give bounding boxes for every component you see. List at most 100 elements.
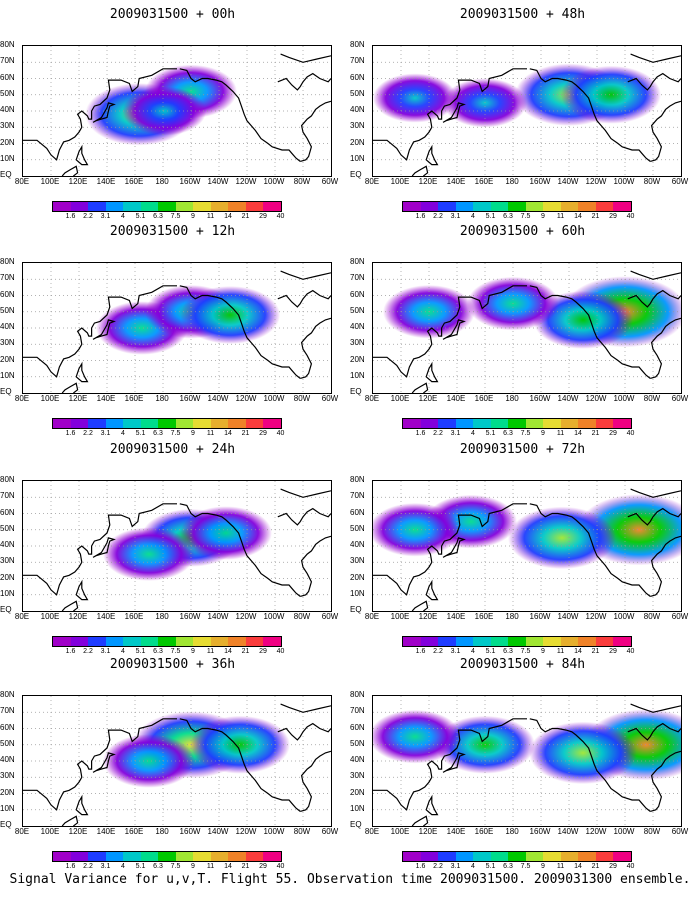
latitude-label: EQ bbox=[0, 820, 12, 829]
colorbar-swatch bbox=[438, 202, 456, 211]
longitude-label: 160E bbox=[474, 612, 494, 621]
longitude-label: 160W bbox=[529, 827, 551, 836]
colorbar-swatch bbox=[70, 637, 88, 646]
colorbar-label: 40 bbox=[276, 648, 285, 655]
colorbar-label: 21 bbox=[241, 430, 250, 437]
map-svg bbox=[23, 481, 331, 611]
longitude-label: 100E bbox=[390, 612, 410, 621]
latitude-label: 10N bbox=[350, 370, 365, 380]
panel-title: 2009031500 + 24h bbox=[109, 442, 236, 457]
colorbar-label: 14 bbox=[224, 213, 232, 220]
colorbar-label: 29 bbox=[609, 213, 617, 220]
latitude-label: 70N bbox=[0, 273, 15, 283]
colorbar-swatch bbox=[455, 419, 473, 428]
panel-title: 2009031500 + 72h bbox=[459, 442, 586, 457]
colorbar-label: 29 bbox=[259, 648, 267, 655]
map-svg bbox=[373, 696, 681, 826]
colorbar-swatch bbox=[525, 637, 543, 646]
colorbar-swatch bbox=[175, 419, 193, 428]
coastline bbox=[529, 68, 651, 162]
coastline bbox=[23, 68, 177, 161]
coastline bbox=[92, 537, 116, 558]
colorbar-label: 5.1 bbox=[485, 648, 496, 655]
colorbar-swatch bbox=[613, 637, 631, 646]
longitude-label: 120W bbox=[235, 612, 257, 621]
longitude-label: 140E bbox=[96, 177, 116, 186]
colorbar-label: 9 bbox=[191, 863, 195, 870]
latitude-label: 40N bbox=[0, 105, 15, 114]
coastline bbox=[411, 815, 429, 826]
colorbar-label: 6.3 bbox=[153, 863, 163, 870]
colorbar-label: 9 bbox=[541, 863, 545, 870]
colorbar-swatch bbox=[193, 852, 211, 861]
colorbar-label: 21 bbox=[241, 213, 250, 220]
longitude-label: 80E bbox=[364, 827, 380, 836]
longitude-label: 160E bbox=[474, 177, 494, 186]
latitude-label: 30N bbox=[0, 338, 15, 348]
colorbar-swatch bbox=[245, 202, 263, 211]
colorbar-swatch bbox=[455, 202, 473, 211]
variance-field bbox=[508, 506, 616, 570]
latitude-label: 80N bbox=[0, 257, 15, 266]
colorbar-swatch bbox=[263, 202, 281, 211]
colorbar-swatch bbox=[175, 637, 193, 646]
longitude-label: 80E bbox=[14, 177, 30, 186]
coastline bbox=[75, 794, 89, 816]
colorbar-swatch bbox=[210, 637, 228, 646]
colorbar-label: 4 bbox=[471, 648, 475, 655]
map-panel: 2009031500 + 36h 80N 70N 60N 50N 40N 30N 20N 10N… bbox=[0, 655, 345, 873]
longitude-label: 160E bbox=[124, 177, 144, 186]
coastline bbox=[61, 600, 79, 611]
colorbar-label: 21 bbox=[591, 430, 600, 437]
longitude-label: 160E bbox=[474, 394, 494, 403]
longitude-label: 60W bbox=[321, 612, 339, 621]
coastline bbox=[277, 722, 331, 741]
longitude-label: 60W bbox=[671, 827, 689, 836]
coastline bbox=[627, 722, 681, 741]
colorbar bbox=[402, 851, 632, 862]
coastline bbox=[92, 752, 116, 773]
map-plot-area bbox=[22, 480, 332, 612]
coastline bbox=[373, 285, 527, 378]
colorbar-swatch bbox=[158, 637, 176, 646]
colorbar-label: 40 bbox=[276, 863, 285, 870]
colorbar-swatch bbox=[140, 637, 158, 646]
colorbar-swatch bbox=[263, 852, 281, 861]
longitude-label: 80W bbox=[643, 612, 661, 621]
coastline bbox=[630, 53, 681, 63]
colorbar-swatch bbox=[228, 202, 246, 211]
longitude-label: 80E bbox=[14, 394, 30, 403]
colorbar-label: 9 bbox=[191, 430, 195, 437]
latitude-label: 70N bbox=[0, 491, 15, 501]
longitude-label: 120W bbox=[235, 394, 257, 403]
longitude-label: 160W bbox=[179, 827, 201, 836]
colorbar-swatch bbox=[140, 202, 158, 211]
colorbar-label: 7.5 bbox=[520, 863, 531, 870]
longitude-label: 120W bbox=[235, 827, 257, 836]
coastline bbox=[300, 750, 331, 812]
longitude-label: 100E bbox=[40, 394, 60, 403]
coastline bbox=[23, 285, 177, 378]
colorbar-label: 11 bbox=[556, 430, 565, 437]
colorbar-swatch bbox=[420, 419, 438, 428]
latitude-label: 20N bbox=[0, 137, 15, 147]
latitude-label: 50N bbox=[350, 738, 365, 748]
latitude-label: 20N bbox=[350, 137, 365, 147]
coastline bbox=[630, 703, 681, 713]
map-panel: 2009031500 + 72h 80N 70N 60N 50N 40N 30N 20N 10N… bbox=[350, 440, 695, 658]
map-panel: 2009031500 + 60h 80N 70N 60N 50N 40N 30N 20N 10N… bbox=[350, 222, 695, 440]
colorbar-swatch bbox=[70, 419, 88, 428]
latitude-label: 30N bbox=[0, 556, 15, 566]
longitude-label: 120E bbox=[68, 827, 88, 836]
longitude-label: 140W bbox=[557, 394, 579, 403]
longitude-label: 100W bbox=[613, 612, 635, 621]
map-svg bbox=[23, 696, 331, 826]
longitude-label: 80W bbox=[293, 827, 311, 836]
latitude-label: 40N bbox=[0, 322, 15, 331]
colorbar-label: 9 bbox=[191, 648, 195, 655]
colorbar-swatch bbox=[70, 852, 88, 861]
colorbar-label: 14 bbox=[574, 430, 582, 437]
colorbar-swatch bbox=[543, 202, 561, 211]
latitude-label: 40N bbox=[350, 540, 365, 549]
colorbar-label: 29 bbox=[259, 430, 267, 437]
